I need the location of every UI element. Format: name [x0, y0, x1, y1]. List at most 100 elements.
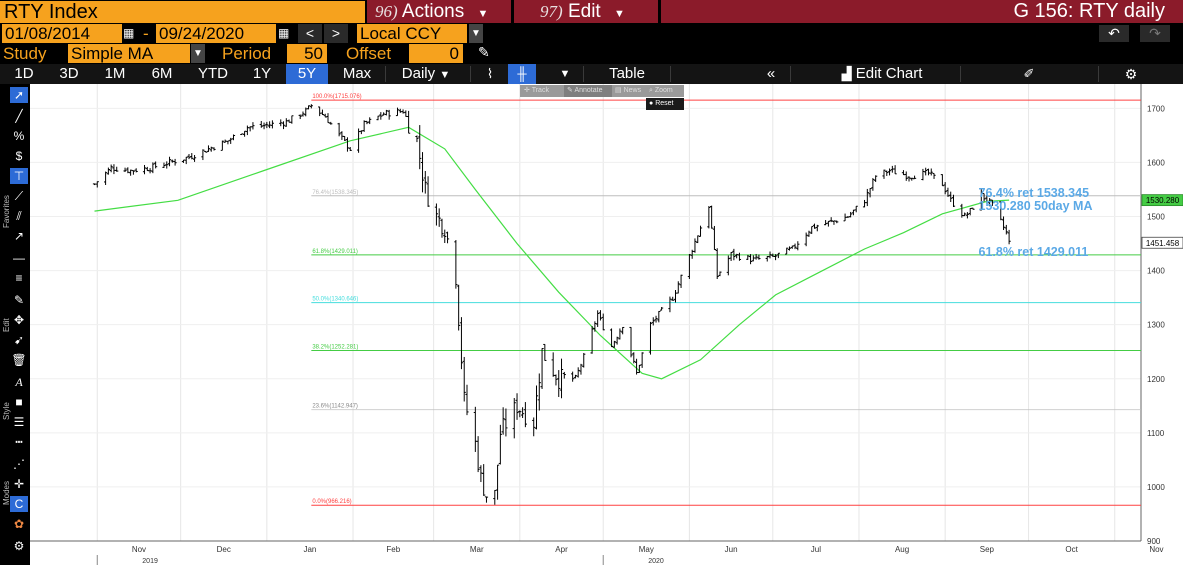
period-button-1m[interactable]: 1M: [104, 65, 126, 82]
redo-button[interactable]: ↷: [1140, 25, 1170, 42]
x-month-label: Nov: [1149, 545, 1163, 554]
actions-menu[interactable]: 96) Actions ▼: [367, 0, 511, 23]
chevron-down-icon[interactable]: ▼: [191, 44, 205, 63]
cursor-arrow-icon[interactable]: ➚: [10, 87, 28, 103]
x-year-label: 2019: [142, 558, 158, 565]
start-date-field[interactable]: 01/08/2014: [2, 24, 122, 43]
zoom-button[interactable]: ⌕ Zoom: [646, 85, 684, 97]
period-button-max[interactable]: Max: [342, 65, 372, 82]
price-chart[interactable]: 900 1000 1100 1200 1300 1400 1500 1600 1700 Nov De…: [30, 84, 1183, 565]
edit-pencil-icon[interactable]: ✐: [1023, 66, 1035, 81]
pen-tool-icon[interactable]: ✎: [13, 293, 25, 307]
date-range-dash: -: [143, 24, 149, 43]
period-button-1d[interactable]: 1D: [14, 65, 34, 82]
y-tick-label: 900: [1147, 537, 1161, 546]
y-tick-label: 1300: [1147, 321, 1165, 330]
security-field[interactable]: RTY Index: [0, 1, 365, 23]
track-label: Track: [531, 87, 549, 94]
toolbar-divider: [790, 66, 791, 82]
end-date-field[interactable]: 09/24/2020: [156, 24, 276, 43]
horizontal-line-icon[interactable]: ―: [13, 251, 25, 265]
y-tick-label: 1700: [1147, 104, 1165, 113]
magnet-mode-icon[interactable]: C: [10, 496, 28, 512]
fib-level-label: 50.0%(1340.646): [312, 297, 358, 303]
next-arrow-button[interactable]: >: [324, 24, 348, 43]
select-icon[interactable]: ➹: [13, 333, 25, 347]
line-tool-icon[interactable]: ╱: [15, 109, 23, 123]
x-month-label: Sep: [980, 545, 995, 554]
text-style-icon[interactable]: A: [15, 375, 23, 389]
table-button[interactable]: Table: [609, 65, 645, 82]
fib-level-label: 0.0%(966.216): [312, 499, 351, 505]
fib-level-label: 61.8%(1429.011): [312, 249, 358, 255]
toolbar-divider: [960, 66, 961, 82]
x-year-label: 2020: [648, 558, 664, 565]
chart-annotation: 61.8% ret 1429.011: [979, 245, 1089, 259]
settings-gear-icon[interactable]: ⚙: [13, 539, 25, 553]
ray-tool-icon[interactable]: ↗: [13, 229, 25, 243]
zoom-icon: ⌕: [649, 87, 653, 94]
annotate-label: Annotate: [574, 87, 603, 94]
chevron-down-icon[interactable]: ▼: [469, 24, 483, 43]
calendar-icon[interactable]: ▦: [278, 26, 290, 40]
period-button-3d[interactable]: 3D: [59, 65, 79, 82]
line-weight-icon[interactable]: ☰: [13, 415, 25, 429]
period-button-5y[interactable]: 5Y: [286, 64, 328, 84]
track-button[interactable]: ✛ Track: [520, 85, 564, 97]
double-chevron-left-icon[interactable]: «: [766, 65, 776, 82]
news-button[interactable]: ▤ News: [612, 85, 646, 97]
calendar-icon[interactable]: ▦: [123, 26, 135, 40]
currency-field[interactable]: Local CCY: [357, 24, 467, 43]
crosshair-mode-icon[interactable]: ✛: [13, 477, 25, 491]
fill-color-icon[interactable]: ■: [15, 395, 23, 409]
study-field[interactable]: Simple MA: [68, 44, 190, 63]
percent-tool-icon[interactable]: %: [13, 129, 25, 143]
price-tag-label: 1530.280: [1146, 196, 1180, 205]
trend-line-icon[interactable]: ⟋: [14, 189, 24, 203]
favorites-label: Favorites: [2, 195, 11, 228]
drawing-tools-sidebar: [0, 84, 30, 565]
edit-menu-label: Edit: [567, 1, 601, 22]
toolbar-divider: [470, 66, 471, 82]
x-month-label: Feb: [386, 545, 400, 554]
line-style-icon[interactable]: ┅: [15, 435, 23, 449]
period-field[interactable]: 50: [287, 44, 327, 63]
fib-level-label: 38.2%(1252.281): [312, 344, 358, 350]
toolbar-divider: [1098, 66, 1099, 82]
toolbar-divider: [670, 66, 671, 82]
reset-button[interactable]: ● Reset: [646, 98, 684, 110]
edit-menu[interactable]: 97) Edit ▼: [514, 0, 658, 23]
color-palette-icon[interactable]: ✿: [13, 517, 25, 531]
offset-field[interactable]: 0: [409, 44, 463, 63]
bar-chart-icon[interactable]: ╫: [508, 64, 536, 84]
undo-button[interactable]: ↶: [1099, 25, 1129, 42]
x-month-label: May: [639, 545, 654, 554]
gear-icon[interactable]: ⚙: [1124, 66, 1138, 82]
dollar-tool-icon[interactable]: $: [15, 149, 23, 163]
period-button-1y[interactable]: 1Y: [252, 65, 272, 82]
trash-icon[interactable]: 🗑: [11, 353, 27, 367]
y-tick-label: 1400: [1147, 267, 1165, 276]
period-button-6m[interactable]: 6M: [151, 65, 173, 82]
annotate-button[interactable]: ✎ Annotate: [564, 85, 612, 97]
chevron-down-icon: ▼: [477, 8, 489, 20]
chevron-down-icon: ▼: [613, 8, 625, 20]
move-icon[interactable]: ✥: [13, 313, 25, 327]
dotted-line-icon[interactable]: ⋰: [13, 457, 25, 471]
edit-chart-button[interactable]: ▟ Edit Chart: [826, 64, 938, 84]
pencil-icon[interactable]: ✎: [478, 44, 490, 60]
frequency-dropdown[interactable]: Daily ▼: [388, 64, 464, 84]
chevron-down-icon: ▼: [439, 69, 451, 81]
x-month-label: Jul: [811, 545, 821, 554]
toolbar-divider: [385, 66, 386, 82]
reset-label: Reset: [655, 100, 674, 107]
previous-arrow-button[interactable]: <: [298, 24, 322, 43]
y-tick-label: 1500: [1147, 213, 1165, 222]
chevron-down-icon[interactable]: ▼: [559, 68, 571, 80]
period-button-ytd[interactable]: YTD: [198, 65, 228, 82]
line-chart-icon[interactable]: ⌇: [486, 66, 494, 81]
parallel-lines-icon[interactable]: ≡: [15, 271, 23, 285]
actions-menu-number: 96): [375, 2, 398, 21]
fibonacci-tool-icon[interactable]: ⊤: [10, 168, 28, 184]
channel-tool-icon[interactable]: ⫽: [16, 209, 22, 223]
